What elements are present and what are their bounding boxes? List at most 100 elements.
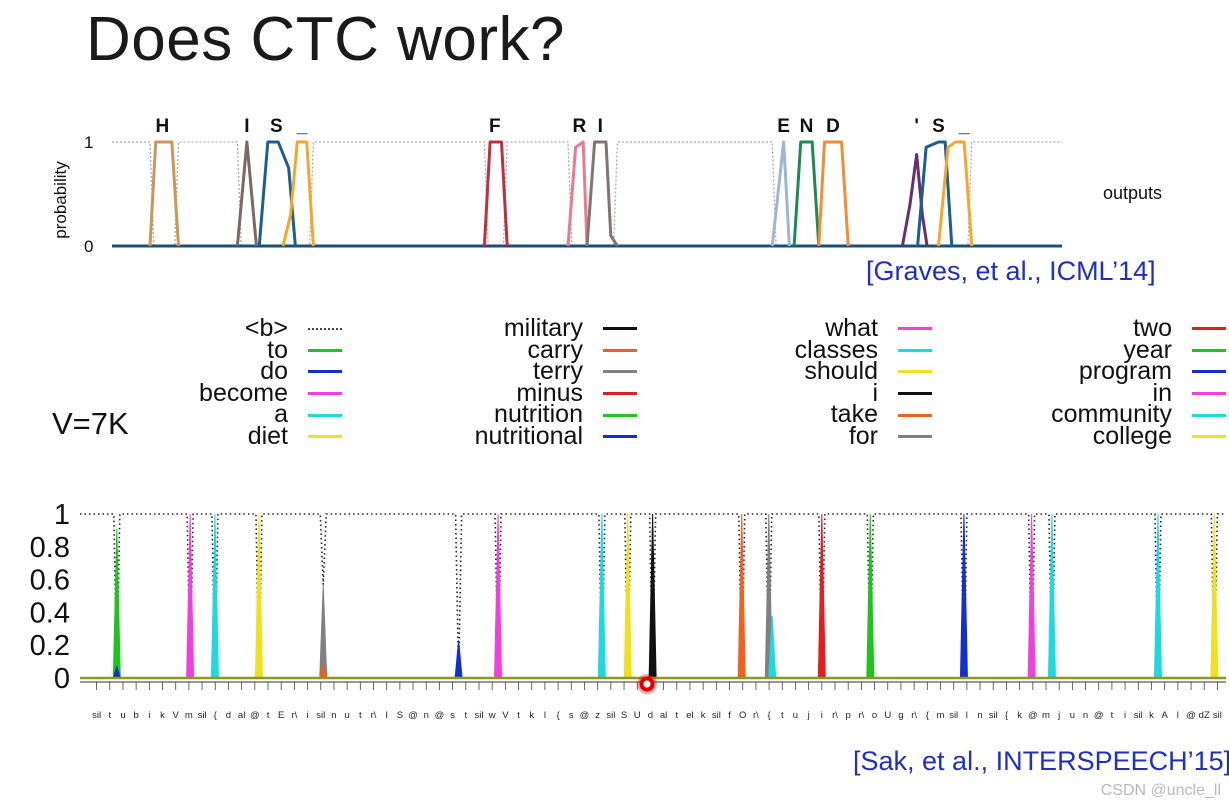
legend-item: do: [130, 357, 342, 386]
phone-label: @: [1094, 710, 1104, 721]
phone-label: S: [621, 710, 627, 721]
legend-item: a: [130, 400, 342, 429]
phone-label: n: [331, 710, 336, 721]
phone-label: i: [1124, 710, 1126, 721]
char-series-line: [817, 140, 850, 247]
phone-label: S: [397, 710, 403, 721]
phone-label: s: [450, 710, 455, 721]
phone-label: el: [686, 710, 693, 721]
legend-swatch: [603, 348, 637, 352]
word-spike: [494, 513, 503, 679]
legend-swatch: [308, 370, 342, 374]
legend-swatch: [603, 370, 637, 374]
phone-label: sil: [606, 710, 615, 721]
legend-item: terry: [400, 357, 637, 386]
legend-swatch: [898, 435, 932, 439]
char-label: ': [914, 116, 919, 137]
phone-label: V: [173, 710, 180, 721]
phone-label: sil: [316, 710, 325, 721]
char-label: N: [800, 116, 814, 137]
legend-item: for: [700, 424, 932, 448]
phone-label: @: [408, 710, 418, 721]
char-label: D: [826, 116, 840, 137]
word-spike: [186, 513, 195, 679]
legend-label: program: [1078, 357, 1172, 386]
phone-label: O: [739, 710, 746, 721]
phone-label: m: [937, 710, 945, 721]
legend-label: i: [872, 378, 878, 407]
legend-column-1: <b> to do become a diet: [130, 316, 342, 448]
phone-label: r\: [832, 710, 838, 721]
legend-item: carry: [400, 335, 637, 364]
legend-label: nutritional: [474, 421, 583, 450]
phone-label: A: [1161, 710, 1168, 721]
legend-label: do: [260, 357, 288, 386]
phone-label: U: [884, 710, 891, 721]
outputs-label: outputs: [1103, 183, 1162, 203]
legend-label: become: [199, 378, 288, 407]
char-series-line: [235, 140, 258, 247]
legend-label: a: [274, 400, 288, 429]
word-spike: [210, 513, 219, 679]
phone-label: sil: [474, 710, 483, 721]
legend-label: community: [1051, 400, 1172, 429]
citation-graves: [Graves, et al., ICML’14]: [866, 256, 1156, 286]
word-spike: [1153, 513, 1162, 679]
phone-label: l: [1177, 710, 1179, 721]
char-series-line: [148, 140, 180, 247]
phone-label: b: [134, 710, 139, 721]
phone-label: p: [846, 710, 851, 721]
phone-label: V: [502, 710, 509, 721]
char-label: _: [296, 116, 308, 137]
legend-label: carry: [527, 335, 583, 364]
char-series-line: [281, 140, 315, 247]
phone-label: k: [529, 710, 534, 721]
legend-swatch: [898, 370, 932, 374]
legend-label: terry: [533, 357, 583, 386]
legend-swatch: [898, 327, 932, 331]
char-series-line: [916, 140, 954, 247]
legend-swatch: [308, 348, 342, 352]
phone-label: U: [634, 710, 641, 721]
legend-label: to: [267, 335, 288, 364]
legend-item: become: [130, 378, 342, 407]
phone-label: sil: [1213, 710, 1222, 721]
legend-item: should: [700, 359, 932, 383]
legend-label: nutrition: [494, 400, 583, 429]
char-series-line: [257, 140, 297, 247]
char-label: I: [244, 116, 249, 137]
phone-label: f: [728, 710, 731, 721]
legend-swatch: [308, 413, 342, 417]
phone-label: t: [267, 710, 270, 721]
legend-label: year: [1123, 335, 1172, 364]
char-label: E: [777, 116, 790, 137]
legend-item: two: [980, 316, 1226, 340]
word-spike: [959, 513, 968, 679]
legend-label: in: [1152, 378, 1172, 407]
phone-label: n: [977, 710, 982, 721]
phone-label: l: [544, 710, 546, 721]
legend-swatch: [1192, 435, 1226, 439]
legend-item: to: [130, 335, 342, 364]
phone-label: i: [307, 710, 309, 721]
word-spike: [648, 513, 657, 679]
phone-label: u: [344, 710, 349, 721]
legend-label: minus: [516, 378, 583, 407]
phone-label: k: [1017, 710, 1022, 721]
phone-label: sil: [198, 710, 207, 721]
legend-item: classes: [700, 337, 932, 362]
char-series-line: [482, 140, 509, 247]
phone-label: u: [120, 710, 125, 721]
y-axis-label: probability: [51, 161, 70, 239]
phone-label: @: [1028, 710, 1038, 721]
legend-label: what: [825, 314, 878, 342]
phone-label: d: [648, 710, 653, 721]
phone-label: E: [278, 710, 284, 721]
legend-swatch: [308, 327, 342, 330]
legend-swatch: [1192, 327, 1226, 331]
phone-label: m: [1042, 710, 1050, 721]
phone-label: s: [569, 710, 574, 721]
y-tick-label: 0: [84, 237, 93, 256]
phone-label: i: [821, 710, 823, 721]
